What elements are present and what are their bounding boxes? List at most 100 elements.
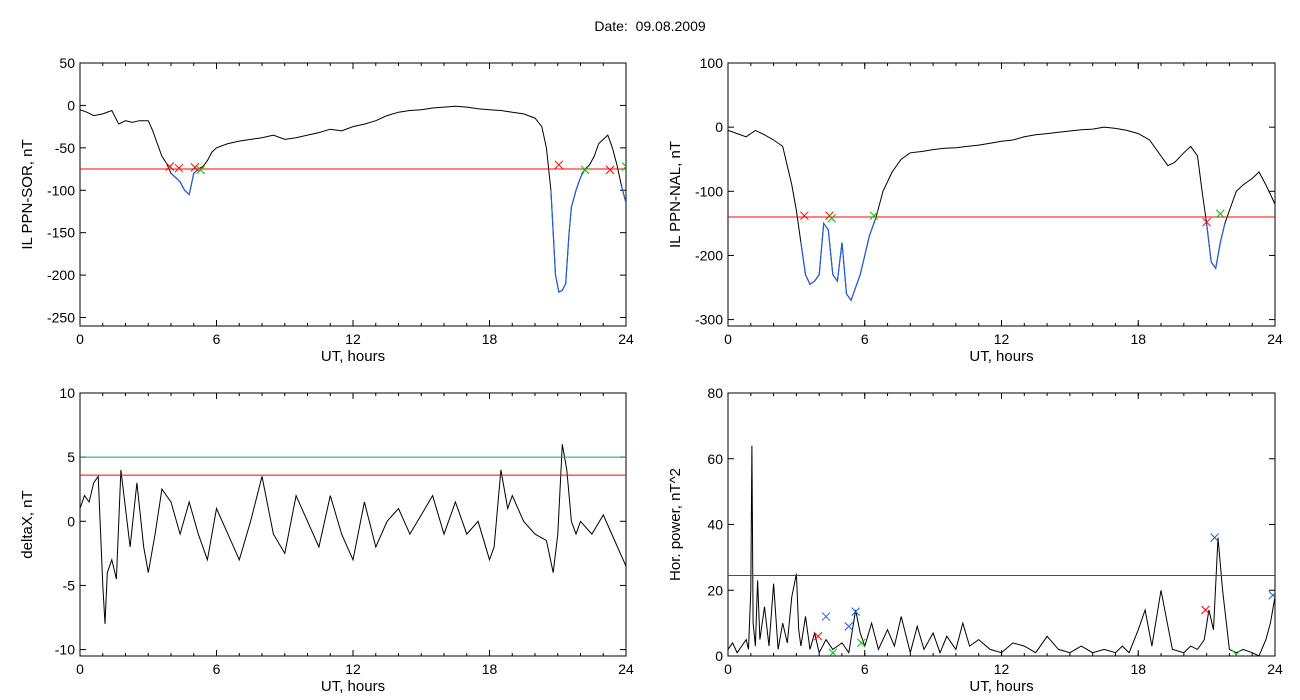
y-tick-label: 0 [67,513,75,529]
marker-x [1210,533,1219,543]
marker-x [869,211,879,221]
x-axis-label: UT, hours [969,348,1033,365]
marker-stroke [621,162,626,168]
marker-stroke [844,622,854,631]
y-tick-label: -150 [47,225,75,241]
below-threshold-segment [550,168,586,293]
marker-stroke [851,607,860,616]
x-tick-label: 18 [1130,661,1146,677]
x-tick-label: 0 [724,661,732,677]
below-threshold-segment [170,168,199,196]
y-axis-label: IL PPN-SOR, nT [19,139,36,249]
y-tick-label: 5 [67,449,75,465]
marker-stroke [799,211,809,221]
chart-deltax: 0 6 12 18 24 10 5 0 -5 -10 UT, hours deltaX, nT [19,385,634,695]
y-tick-label: -250 [47,310,75,326]
marker-stroke [1201,605,1210,615]
marker-stroke [605,165,615,175]
plot-area [728,445,1275,656]
marker-x [813,631,823,641]
x-tick-label: 18 [482,331,498,347]
date-label: Date: [594,18,628,34]
marker-stroke [828,648,838,656]
marker-x [821,612,831,621]
y-tick-label: 40 [707,517,723,533]
plot-frame [727,62,1276,327]
y-tick-label: 100 [700,55,724,71]
y-axis-label: deltaX, nT [19,490,36,558]
marker-x [1215,209,1225,219]
marker-stroke [856,638,866,648]
x-tick-label: 12 [994,661,1010,677]
plot-frame [79,62,627,327]
x-tick-label: 0 [724,331,732,347]
x-tick-label: 0 [76,661,84,677]
marker-x [1268,590,1275,600]
below-threshold-segment [620,185,626,204]
x-tick-label: 6 [213,661,221,677]
plot-frame [727,392,1276,657]
marker-stroke [1210,533,1219,543]
y-tick-label: 60 [707,451,723,467]
page-title: Date: 09.08.2009 [0,18,1300,34]
x-axis-label: UT, hours [969,678,1033,695]
y-tick-label: 80 [707,385,723,401]
x-tick-label: 24 [618,331,634,347]
y-tick-label: 50 [59,55,75,71]
y-tick-label: -300 [695,312,723,328]
y-tick-label: -200 [695,247,723,263]
marker-x [827,213,837,223]
x-tick-label: 12 [345,331,361,347]
y-tick-label: -100 [47,182,75,198]
y-tick-label: 0 [715,648,723,664]
x-tick-label: 6 [861,331,869,347]
y-tick-label: -100 [695,183,723,199]
y-tick-label: 20 [707,582,723,598]
marker-stroke [174,163,184,173]
marker-stroke [1215,209,1225,219]
data-line [80,105,626,293]
data-line [728,445,1275,656]
marker-x [580,165,590,175]
x-tick-label: 12 [994,331,1010,347]
marker-x [196,165,205,175]
marker-x [1202,217,1211,227]
marker-stroke [190,162,200,172]
marker-stroke [827,213,837,223]
y-tick-label: -10 [55,642,75,658]
y-tick-label: -5 [63,577,76,593]
plot-area [80,444,626,624]
marker-x [1231,650,1241,656]
y-tick-label: 0 [67,97,75,113]
y-axis-label: IL PPN-NAL, nT [667,141,684,248]
marker-stroke [1233,650,1241,656]
marker-stroke [1268,592,1275,600]
marker-stroke [821,612,831,621]
x-tick-label: 24 [1267,331,1283,347]
marker-stroke [580,165,590,175]
marker-stroke [554,160,564,170]
marker-stroke [621,165,626,171]
marker-x [844,622,854,631]
marker-stroke [869,211,879,221]
plot-area [728,126,1275,302]
x-tick-label: 12 [345,661,361,677]
marker-stroke [196,165,205,175]
x-tick-label: 6 [213,331,221,347]
y-tick-label: -50 [55,140,75,156]
marker-x [851,607,860,616]
x-tick-label: 24 [1267,661,1283,677]
below-threshold-segment [800,216,877,302]
below-threshold-segment [1206,223,1226,270]
marker-stroke [1202,217,1211,227]
x-tick-label: 18 [1130,331,1146,347]
x-tick-label: 6 [861,661,869,677]
marker-x [799,211,809,221]
data-line [728,126,1275,302]
y-tick-label: 10 [59,385,75,401]
marker-x [856,638,866,648]
chart-il-ppn-sor: 0 6 12 18 24 50 0 -50 -100 -150 -200 -250 UT, hours I… [19,55,634,365]
x-tick-label: 0 [76,331,84,347]
marker-stroke [813,631,823,641]
